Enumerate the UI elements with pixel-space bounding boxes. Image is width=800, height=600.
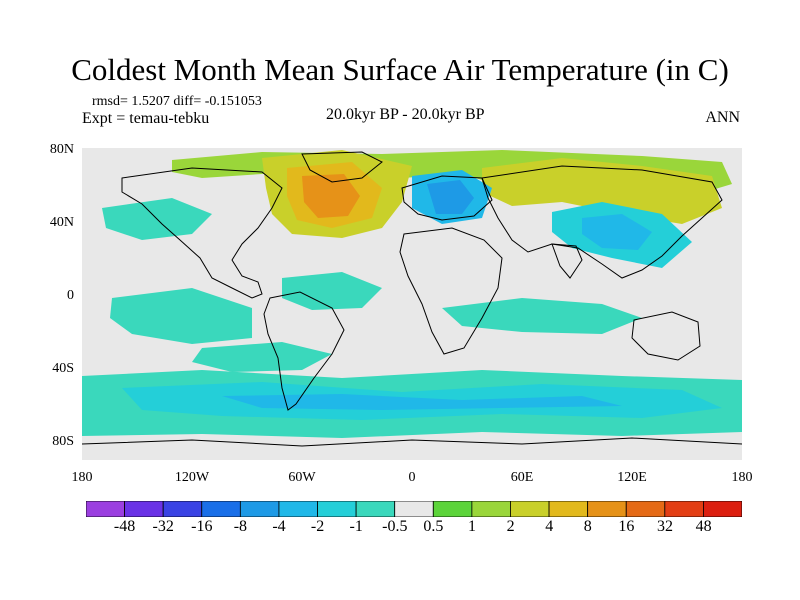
colorbar-swatch: [703, 501, 742, 517]
colorbar-label: 4: [545, 518, 554, 535]
colorbar-label: -32: [152, 518, 174, 535]
world-map: [82, 148, 742, 460]
africa-outline: [399, 227, 503, 355]
colorbar-swatch: [548, 501, 589, 517]
colorbar-label: -0.5: [382, 518, 408, 535]
lat-label: 40S: [52, 361, 74, 376]
antarctica-outline: [82, 437, 742, 447]
colorbar-swatch: [278, 501, 318, 517]
india-outline: [551, 243, 583, 279]
colorbar-swatch: [510, 501, 550, 517]
colorbar-label: 1: [468, 518, 476, 535]
southern-ocean-deep: [222, 394, 622, 410]
lon-label: 120W: [174, 470, 210, 485]
colorbar-swatch: [239, 501, 280, 517]
north-atlantic-core: [302, 174, 360, 218]
colorbar-swatch: [471, 501, 511, 517]
colorbar-label: 16: [618, 518, 635, 535]
tropical-pacific-cool: [110, 288, 252, 344]
anomaly-fields: [82, 150, 742, 438]
lat-label: 80N: [49, 142, 74, 157]
australia-outline: [631, 311, 701, 361]
colorbar: [86, 501, 742, 517]
asia-warm: [482, 158, 722, 224]
lon-label: 120E: [617, 470, 647, 485]
north-america-outline: [121, 167, 283, 299]
colorbar-label: -8: [233, 518, 248, 535]
lon-label: 60W: [288, 470, 316, 485]
lat-label: 80S: [52, 434, 74, 449]
colorbar-label: -2: [310, 518, 325, 535]
period-label: 20.0kyr BP - 20.0kyr BP: [326, 106, 485, 123]
greenland-outline: [301, 151, 383, 183]
colorbar-swatch: [355, 501, 396, 517]
lon-label: 180: [731, 470, 753, 485]
lon-label: 60E: [510, 470, 534, 485]
colorbar-swatch: [587, 501, 627, 517]
indian-ocean-cool: [442, 298, 642, 334]
colorbar-swatch: [86, 501, 125, 517]
colorbar-swatch: [394, 501, 434, 517]
colorbar-label: -1: [349, 518, 363, 535]
coastlines: [82, 151, 742, 447]
experiment-label: Expt = temau-tebku: [82, 110, 210, 127]
season-label: ANN: [705, 109, 740, 126]
colorbar-label: 0.5: [423, 518, 444, 535]
stats-label: rmsd= 1.5207 diff= -0.151053: [92, 94, 262, 109]
europe-outline: [401, 175, 493, 221]
south-america-outline: [263, 291, 345, 411]
colorbar-label: -4: [272, 518, 286, 535]
colorbar-swatch: [162, 501, 203, 517]
asia-cool-core: [582, 214, 652, 250]
colorbar-swatch: [124, 501, 164, 517]
lat-label: 40N: [49, 215, 74, 230]
south-pacific-cool: [192, 342, 332, 372]
lon-label: 180: [71, 470, 93, 485]
colorbar-label: -48: [113, 518, 136, 535]
europe-cool-core: [427, 180, 474, 214]
colorbar-label: -16: [191, 518, 213, 535]
lon-label: 0: [408, 470, 416, 485]
colorbar-swatch: [201, 501, 241, 517]
colorbar-label: 8: [583, 518, 592, 535]
colorbar-swatch: [664, 501, 704, 517]
colorbar-swatch: [625, 501, 666, 517]
lat-label: 0: [67, 288, 74, 303]
tropical-atlantic-cool: [282, 272, 382, 310]
colorbar-label: 48: [695, 518, 712, 535]
colorbar-label: 2: [506, 518, 515, 535]
map-title: Coldest Month Mean Surface Air Temperatu…: [71, 52, 729, 87]
asia-outline: [481, 165, 723, 279]
colorbar-swatch: [317, 501, 357, 517]
colorbar-swatch: [432, 501, 473, 517]
colorbar-label: 32: [657, 518, 673, 535]
